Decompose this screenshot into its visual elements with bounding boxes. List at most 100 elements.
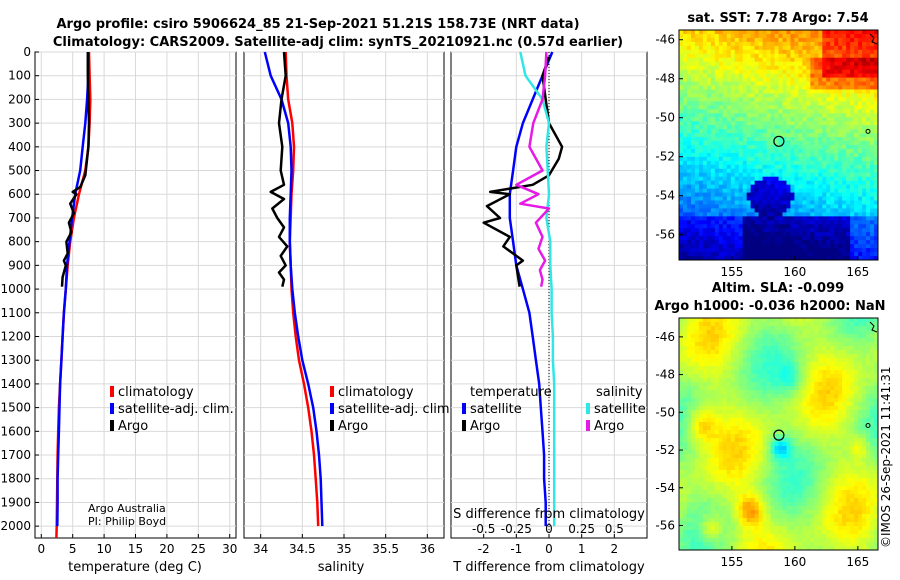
map-cell <box>730 113 736 118</box>
map-cell <box>802 220 807 225</box>
map-cell <box>810 402 815 407</box>
map-cell <box>686 382 692 387</box>
map-cell <box>746 232 752 237</box>
map-cell <box>810 97 815 102</box>
map-cell <box>714 57 720 63</box>
map-cell <box>814 176 819 182</box>
map-cell <box>766 180 772 186</box>
map-cell <box>714 208 720 214</box>
depth-tick-label: 1300 <box>0 353 31 367</box>
map-cell <box>842 148 847 154</box>
map-cell <box>782 248 788 253</box>
map-cell <box>714 322 720 327</box>
map-cell <box>810 326 815 331</box>
map-cell <box>782 228 788 233</box>
map-cell <box>862 442 867 447</box>
map-cell <box>770 137 776 142</box>
map-cell <box>714 252 720 257</box>
map-cell <box>810 117 815 122</box>
map-cell <box>802 176 807 182</box>
map-cell <box>766 228 772 233</box>
map-cell <box>794 101 799 106</box>
map-cell <box>802 402 807 407</box>
map-cell <box>850 458 855 463</box>
map-cell <box>854 378 859 383</box>
map-cell <box>730 418 736 423</box>
map-cell <box>838 446 843 451</box>
map-cell <box>786 164 792 170</box>
map-cell <box>818 53 823 59</box>
map-cell <box>814 248 819 253</box>
map-cell <box>774 93 780 99</box>
map-cell <box>866 442 871 447</box>
map-cell <box>866 354 871 359</box>
map-cell <box>854 232 859 237</box>
map-cell <box>846 240 851 245</box>
map-cell <box>822 346 827 351</box>
map-cell <box>734 180 740 186</box>
map-cell <box>722 252 728 257</box>
map-cell <box>722 137 728 142</box>
map-cell <box>858 224 863 229</box>
map-cell <box>822 362 827 367</box>
map-cell <box>826 89 831 95</box>
map-cell <box>830 350 835 355</box>
map-cell <box>754 434 760 439</box>
map-cell <box>822 141 827 146</box>
map-cell <box>762 318 768 323</box>
map-cell <box>862 109 867 114</box>
map-cell <box>702 466 708 471</box>
map-cell <box>706 37 712 43</box>
map-cell <box>774 330 780 335</box>
map-cell <box>778 45 784 51</box>
map-cell <box>794 236 799 241</box>
map-cell <box>770 450 776 455</box>
map-cell <box>822 200 827 206</box>
map-cell <box>702 93 708 99</box>
map-cell <box>870 450 875 455</box>
map-cell <box>818 256 823 260</box>
map-cell <box>730 41 736 47</box>
map-cell <box>798 354 803 359</box>
map-cell <box>818 224 823 229</box>
map-cell <box>862 330 867 335</box>
map-cell <box>814 73 819 79</box>
map-cell <box>846 109 851 114</box>
map-cell <box>726 33 732 39</box>
map-cell <box>778 212 784 217</box>
map-cell <box>838 125 843 130</box>
map-cell <box>686 422 692 427</box>
map-cell <box>826 160 831 166</box>
map-cell <box>754 105 760 110</box>
map-cell <box>814 145 819 150</box>
map-cell <box>798 184 803 190</box>
depth-tick-label: 500 <box>8 164 31 178</box>
map-cell <box>822 442 827 447</box>
map-cell <box>718 248 724 253</box>
map-cell <box>834 117 839 122</box>
map-cell <box>690 414 696 419</box>
map-cell <box>870 366 875 371</box>
map-cell <box>782 49 788 55</box>
map-cell <box>698 97 704 102</box>
map-cell <box>834 89 839 95</box>
map-cell <box>858 390 863 395</box>
map-cell <box>854 248 859 253</box>
map-cell <box>822 145 827 150</box>
map-cell <box>834 410 839 415</box>
map-cell <box>822 382 827 387</box>
map-cell <box>718 466 724 471</box>
map-cell <box>822 85 827 91</box>
map-cell <box>858 192 863 198</box>
map-cell <box>730 160 736 166</box>
map-cell <box>754 37 760 43</box>
map-cell <box>806 454 811 459</box>
map-cell <box>830 256 835 260</box>
map-cell <box>794 330 799 335</box>
map-cell <box>794 196 799 202</box>
map-cell <box>842 330 847 335</box>
map-cell <box>862 378 867 383</box>
map-cell <box>806 89 811 95</box>
map-cell <box>750 374 756 379</box>
map-cell <box>714 188 720 194</box>
